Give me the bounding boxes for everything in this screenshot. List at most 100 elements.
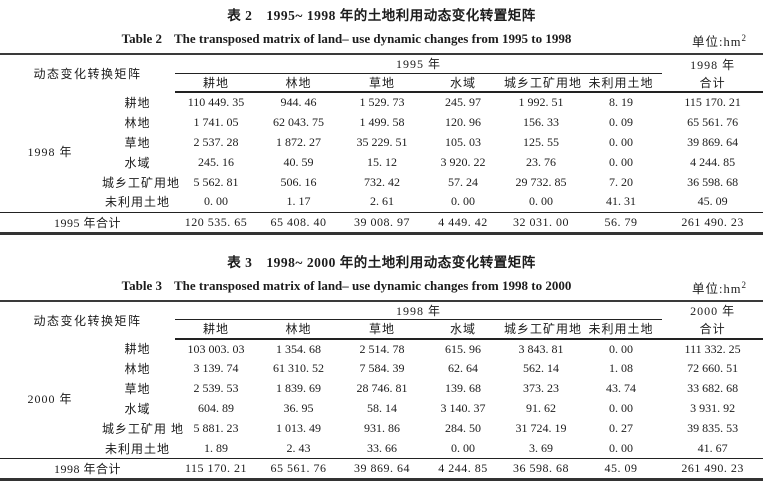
value-cell: 1 354. 68 — [276, 341, 322, 356]
value-cell: 65 561. 76 — [687, 114, 739, 129]
row-label: 水域 — [124, 402, 151, 416]
unit-label: 单位:hm2 — [692, 279, 747, 296]
table3-en-label: Table 3 — [121, 277, 162, 293]
value-cell: 72 660. 51 — [687, 361, 739, 375]
value-cell: 1 839. 69 — [276, 381, 322, 395]
table3-zh-text: 1998~ 2000 年的土地利用动态变化转置矩阵 — [266, 254, 536, 270]
value-cell: 3 843. 81 — [518, 341, 564, 356]
value-cell: 3 139. 74 — [193, 361, 239, 375]
row-label: 城乡工矿用地 — [102, 175, 181, 190]
row-group-label: 1998 年 — [27, 145, 73, 160]
value-cell: 506. 16 — [280, 174, 317, 189]
value-cell: 45. 09 — [697, 194, 728, 209]
value-cell: 7. 20 — [609, 174, 634, 189]
header-row-2: 耕地 林地 草地 水域 城乡工矿用地 未利用土地 合计 — [0, 73, 763, 93]
corner-header: 动态变化转换矩阵 — [33, 67, 142, 81]
total-row-label: 1998 年合计 — [0, 458, 176, 480]
total-value-cell: 36 598. 68 — [502, 458, 581, 480]
total-value-cell: 65 561. 76 — [257, 458, 341, 480]
unit-superscript: 2 — [741, 279, 747, 290]
row-label: 水域 — [124, 155, 151, 170]
value-cell: 2 539. 53 — [193, 381, 239, 395]
total-value-cell: 4 244. 85 — [424, 458, 503, 480]
table3-title-zh: 表 3 1998~ 2000 年的土地利用动态变化转置矩阵 — [0, 255, 763, 271]
total-value-cell: 32 031. 00 — [502, 211, 581, 233]
row-label: 耕地 — [124, 95, 151, 110]
row-label: 草地 — [124, 135, 151, 150]
value-cell: 1. 08 — [609, 361, 634, 375]
value-cell: 245. 16 — [198, 154, 235, 169]
total-value-cell: 45. 09 — [580, 458, 663, 480]
value-cell: 373. 23 — [523, 381, 560, 395]
value-cell: 1 013. 49 — [276, 421, 322, 435]
total-column-header-year: 2000 年 — [690, 304, 736, 318]
value-cell: 36 598. 68 — [687, 174, 739, 189]
table-body: 2000 年 耕地 103 003. 03 1 354. 68 2 514. 78 615… — [0, 339, 763, 459]
total-value-cell: 115 170. 21 — [175, 458, 258, 480]
total-value-cell: 261 490. 23 — [662, 211, 763, 233]
value-cell: 0. 00 — [609, 154, 634, 169]
value-cell: 732. 42 — [364, 174, 401, 189]
unit-label: 单位:hm2 — [692, 33, 747, 50]
table-row: 城乡工矿用 地 5 881. 23 1 013. 49 931. 86 284. 50 3… — [0, 419, 763, 439]
value-cell: 33. 66 — [367, 440, 398, 455]
value-cell: 35 229. 51 — [356, 134, 408, 149]
table2-title-en: Table 2 The transposed matrix of land– us… — [122, 31, 572, 46]
value-cell: 0. 00 — [529, 194, 554, 209]
row-label: 未利用土地 — [105, 195, 171, 210]
value-cell: 245. 97 — [445, 95, 482, 109]
table2-title-zh: 表 2 1995~ 1998 年的土地利用动态变化转置矩阵 — [0, 8, 763, 24]
value-cell: 1. 17 — [286, 194, 311, 209]
table-footer: 1998 年合计 115 170. 21 65 561. 76 39 869. 64 4… — [0, 458, 763, 480]
value-cell: 2. 43 — [286, 440, 311, 455]
value-cell: 33 682. 68 — [687, 381, 739, 395]
value-cell: 28 746. 81 — [356, 381, 408, 395]
value-cell: 39 835. 53 — [687, 421, 739, 435]
table-row: 城乡工矿用地 5 562. 81 506. 16 732. 42 57. 24 29 73… — [0, 172, 763, 192]
value-cell: 57. 24 — [448, 174, 479, 189]
column-header-unused: 未利用土地 — [580, 73, 663, 93]
value-cell: 615. 96 — [445, 341, 482, 356]
land-use-transition-matrix-1998-2000: 动态变化转换矩阵 1998 年 2000 年 耕地 林地 草地 水域 城乡工矿用… — [0, 299, 763, 481]
value-cell: 111 332. 25 — [684, 341, 741, 356]
column-header-urban: 城乡工矿用地 — [502, 319, 581, 340]
total-row: 1998 年合计 115 170. 21 65 561. 76 39 869. 64 4… — [0, 458, 763, 480]
value-cell: 139. 68 — [445, 381, 482, 395]
value-cell: 0. 00 — [609, 341, 634, 356]
table3-zh-label: 表 3 — [227, 254, 253, 270]
row-label: 林地 — [124, 115, 151, 130]
value-cell: 2 537. 28 — [193, 134, 239, 149]
row-label: 未利用土地 — [105, 441, 171, 456]
row-label: 耕地 — [124, 342, 151, 356]
header-row-2: 耕地 林地 草地 水域 城乡工矿用地 未利用土地 合计 — [0, 319, 763, 340]
value-cell: 0. 00 — [609, 134, 634, 149]
value-cell: 2. 61 — [370, 194, 395, 209]
value-cell: 604. 89 — [198, 401, 235, 415]
table-footer: 1995 年合计 120 535. 65 65 408. 40 39 008. 97 4… — [0, 211, 763, 233]
table3-en-text: The transposed matrix of land– use dynam… — [173, 277, 572, 293]
value-cell: 0. 00 — [609, 401, 634, 415]
value-cell: 39 869. 64 — [687, 134, 739, 149]
value-cell: 61 310. 52 — [273, 361, 325, 375]
value-cell: 15. 12 — [367, 154, 398, 169]
value-cell: 5 562. 81 — [193, 174, 239, 189]
value-cell: 110 449. 35 — [187, 95, 245, 109]
value-cell: 36. 95 — [283, 401, 314, 415]
total-value-cell: 56. 79 — [580, 211, 663, 233]
table-row: 未利用土地 0. 00 1. 17 2. 61 0. 00 0. 00 41. 31 45. … — [0, 192, 763, 212]
table3-section: 表 3 1998~ 2000 年的土地利用动态变化转置矩阵 Table 3 The … — [0, 255, 763, 481]
value-cell: 105. 03 — [445, 134, 482, 149]
value-cell: 5 881. 23 — [193, 421, 239, 435]
value-cell: 0. 00 — [451, 440, 476, 455]
value-cell: 944. 46 — [280, 95, 317, 109]
value-cell: 29 732. 85 — [515, 174, 567, 189]
value-cell: 41. 67 — [697, 440, 728, 455]
value-cell: 40. 59 — [283, 154, 314, 169]
table2-zh-text: 1995~ 1998 年的土地利用动态变化转置矩阵 — [266, 8, 536, 23]
total-value-cell: 4 449. 42 — [424, 211, 503, 233]
total-value-cell: 261 490. 23 — [662, 458, 763, 480]
total-column-header-year: 1998 年 — [690, 57, 736, 72]
column-header-cultivated: 耕地 — [175, 319, 258, 340]
value-cell: 62 043. 75 — [273, 114, 325, 129]
value-cell: 43. 74 — [606, 381, 637, 395]
